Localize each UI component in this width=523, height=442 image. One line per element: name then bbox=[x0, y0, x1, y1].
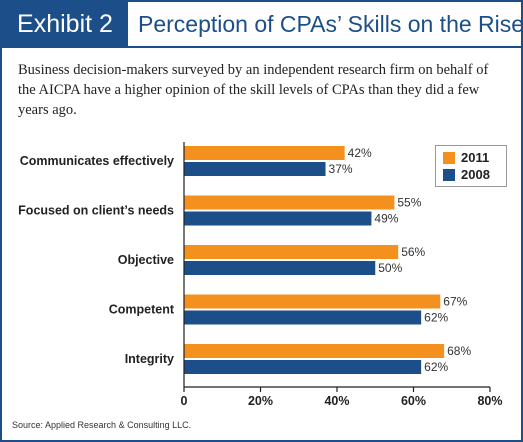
x-tick-label: 20% bbox=[248, 394, 273, 408]
x-tick-label: 0 bbox=[181, 394, 188, 408]
data-label-2011-communicates-effectively: 42% bbox=[348, 146, 372, 160]
chart-subtitle: Business decision-makers surveyed by an … bbox=[18, 62, 489, 118]
data-label-2008-competent: 62% bbox=[424, 311, 448, 325]
data-label-2011-competent: 67% bbox=[443, 295, 467, 309]
category-label-objective: Objective bbox=[118, 253, 174, 267]
bar-2011-objective bbox=[184, 245, 399, 259]
header-divider bbox=[2, 46, 521, 48]
bar-chart: Communicates effectively 42% 37% Focused on… bbox=[18, 142, 503, 408]
bar-2008-objective bbox=[184, 261, 376, 275]
data-label-2008-communicates-effectively: 37% bbox=[329, 162, 353, 176]
bar-2008-integrity bbox=[184, 360, 422, 374]
bar-2011-focused-on-client-s-needs bbox=[184, 195, 395, 210]
data-label-2011-focused-on-client-s-needs: 55% bbox=[397, 196, 421, 210]
chart-legend: 2011 2008 bbox=[435, 145, 507, 187]
category-label-communicates-effectively: Communicates effectively bbox=[20, 154, 174, 168]
data-label-2008-objective: 50% bbox=[378, 261, 402, 275]
legend-swatch-2011 bbox=[443, 152, 455, 164]
bar-2008-focused-on-client-s-needs bbox=[184, 211, 372, 226]
category-label-focused-on-client-s-needs: Focused on client’s needs bbox=[18, 204, 174, 218]
data-label-2008-focused-on-client-s-needs: 49% bbox=[374, 212, 398, 226]
exhibit-header: Exhibit 2 Perception of CPAs’ Skills on … bbox=[2, 2, 523, 46]
x-tick-label: 60% bbox=[401, 394, 426, 408]
x-tick-label: 80% bbox=[477, 394, 502, 408]
data-label-2011-objective: 56% bbox=[401, 245, 425, 259]
exhibit-label: Exhibit 2 bbox=[2, 2, 128, 46]
x-tick-label: 40% bbox=[324, 394, 349, 408]
legend-label-2011: 2011 bbox=[461, 150, 490, 165]
data-label-2011-integrity: 68% bbox=[447, 344, 471, 358]
legend-label-2008: 2008 bbox=[461, 167, 490, 182]
source-note: Source: Applied Research & Consulting LL… bbox=[12, 420, 192, 430]
category-label-integrity: Integrity bbox=[125, 352, 174, 366]
category-label-competent: Competent bbox=[109, 303, 175, 317]
bar-2008-competent bbox=[184, 310, 422, 325]
bar-2011-communicates-effectively bbox=[184, 146, 345, 160]
exhibit-title: Perception of CPAs’ Skills on the Rise bbox=[138, 11, 523, 37]
data-label-2008-integrity: 62% bbox=[424, 360, 448, 374]
bar-2008-communicates-effectively bbox=[184, 162, 326, 176]
bar-2011-competent bbox=[184, 294, 441, 309]
bar-2011-integrity bbox=[184, 344, 445, 358]
legend-swatch-2008 bbox=[443, 169, 455, 181]
